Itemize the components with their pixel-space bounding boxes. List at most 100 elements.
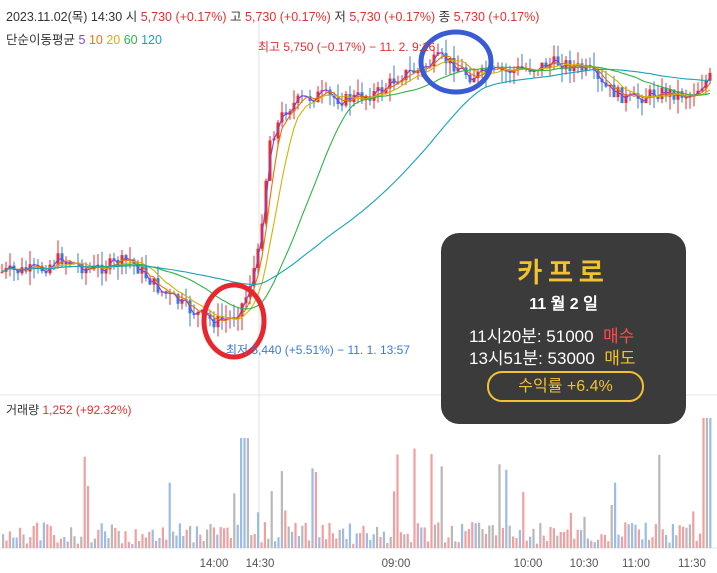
volume-bar: [175, 535, 178, 548]
buy-row: 11시20분: 51000 매수: [469, 322, 634, 347]
volume-bar: [29, 537, 32, 548]
volume-bar: [104, 531, 107, 548]
volume-bar: [158, 537, 161, 548]
volume-bar: [484, 534, 487, 548]
volume-bar: [658, 454, 661, 548]
high-annotation: 최고 5,750 (−0.17%) − 11. 2. 9:16: [258, 40, 436, 54]
volume-bar: [12, 537, 15, 548]
trade-info-box: 카프로 11 월 2 일 11시20분: 51000 매수 13시51분: 53…: [441, 233, 686, 424]
volume-bar: [518, 529, 521, 548]
volume-bar: [386, 542, 389, 548]
open-label: 시: [125, 10, 138, 24]
sell-point-circle: [418, 29, 494, 95]
volume-bar: [243, 438, 246, 548]
close-value: 5,730 (+0.17%): [453, 10, 540, 24]
sell-row: 13시51분: 53000 매도: [469, 344, 636, 369]
volume-bar: [464, 531, 467, 548]
volume-bar: [450, 525, 453, 548]
volume-bar: [372, 534, 375, 548]
volume-bar: [454, 541, 457, 548]
volume-bar: [355, 533, 358, 548]
volume-bar: [525, 540, 528, 548]
volume-bar: [641, 539, 644, 548]
volume-bar: [416, 523, 419, 548]
volume-bar: [471, 522, 474, 548]
volume-bar: [705, 418, 708, 548]
volume-bar: [338, 529, 341, 548]
volume-bar: [406, 533, 409, 548]
volume-bar: [209, 524, 212, 548]
ma-legend[interactable]: 단순이동평균 5 10 20 60 120: [6, 29, 162, 48]
x-tick-label: 11:30: [678, 558, 706, 570]
volume-bar: [250, 535, 253, 548]
volume-bar: [73, 536, 76, 548]
volume-bar: [335, 538, 338, 548]
volume-bar: [610, 504, 613, 548]
volume-bar: [682, 526, 685, 548]
x-tick-label: 11:00: [622, 558, 650, 570]
volume-bar: [593, 542, 596, 548]
volume-bar: [110, 524, 113, 548]
volume-bar: [36, 522, 39, 548]
volume-bar: [382, 531, 385, 548]
trade-date: 11 월 2 일: [529, 296, 598, 313]
volume-bar: [226, 527, 229, 548]
volume-bar: [569, 512, 572, 548]
volume-bar: [399, 532, 402, 548]
volume-bar: [505, 469, 508, 548]
volume-bar: [63, 536, 66, 548]
volume-bar: [427, 541, 430, 548]
volume-bar: [389, 536, 392, 548]
volume-bar: [376, 526, 379, 548]
volume-bar: [311, 468, 314, 548]
volume-bar: [328, 523, 331, 548]
volume-bar: [491, 525, 494, 548]
volume-bar: [107, 538, 110, 548]
volume-bar: [46, 524, 49, 548]
volume-bar: [287, 526, 290, 548]
volume-bar: [457, 542, 460, 548]
volume-bar: [583, 516, 586, 548]
volume-bar: [423, 527, 426, 548]
volume-bar: [114, 527, 117, 548]
volume-bar: [580, 530, 583, 548]
volume-bar: [127, 541, 130, 548]
volume-bar: [56, 542, 59, 548]
volume-bar: [15, 537, 18, 548]
volume-bar: [614, 482, 617, 548]
volume-bar: [586, 538, 589, 548]
volume-bar: [430, 454, 433, 548]
ma-60-line: [1, 66, 711, 310]
volume-bar: [512, 536, 515, 548]
volume-bar: [165, 539, 168, 548]
volume-bar: [49, 525, 52, 548]
volume-bar: [535, 543, 538, 548]
volume-label: 거래량: [6, 403, 40, 417]
volume-legend: 거래량 1,252 (+92.32%): [6, 401, 132, 418]
volume-bar: [661, 529, 664, 548]
volume-bar: [654, 524, 657, 548]
volume-bar: [362, 525, 365, 548]
volume-bar: [168, 482, 171, 548]
volume-bar: [675, 535, 678, 548]
volume-bar: [631, 523, 634, 548]
price-header: 2023.11.02(목) 14:30 시 5,730 (+0.17%) 고 5…: [6, 6, 539, 25]
volume-bar: [277, 537, 280, 548]
volume-bar: [280, 471, 283, 548]
volume-bar: [161, 527, 164, 548]
volume-bar: [53, 535, 56, 548]
high-label: 고: [230, 10, 242, 24]
volume-bar: [379, 537, 382, 548]
volume-bar: [600, 534, 603, 548]
volume-bar: [403, 534, 406, 548]
volume-bar: [314, 471, 317, 548]
buy-label: 매수: [603, 327, 635, 346]
volume-bar: [216, 534, 219, 548]
volume-value: 1,252 (+92.32%): [42, 403, 132, 417]
volume-bar: [236, 524, 239, 548]
volume-bar: [495, 535, 498, 548]
volume-bar: [304, 522, 307, 548]
volume-bar: [396, 454, 399, 548]
volume-bar: [301, 525, 304, 548]
